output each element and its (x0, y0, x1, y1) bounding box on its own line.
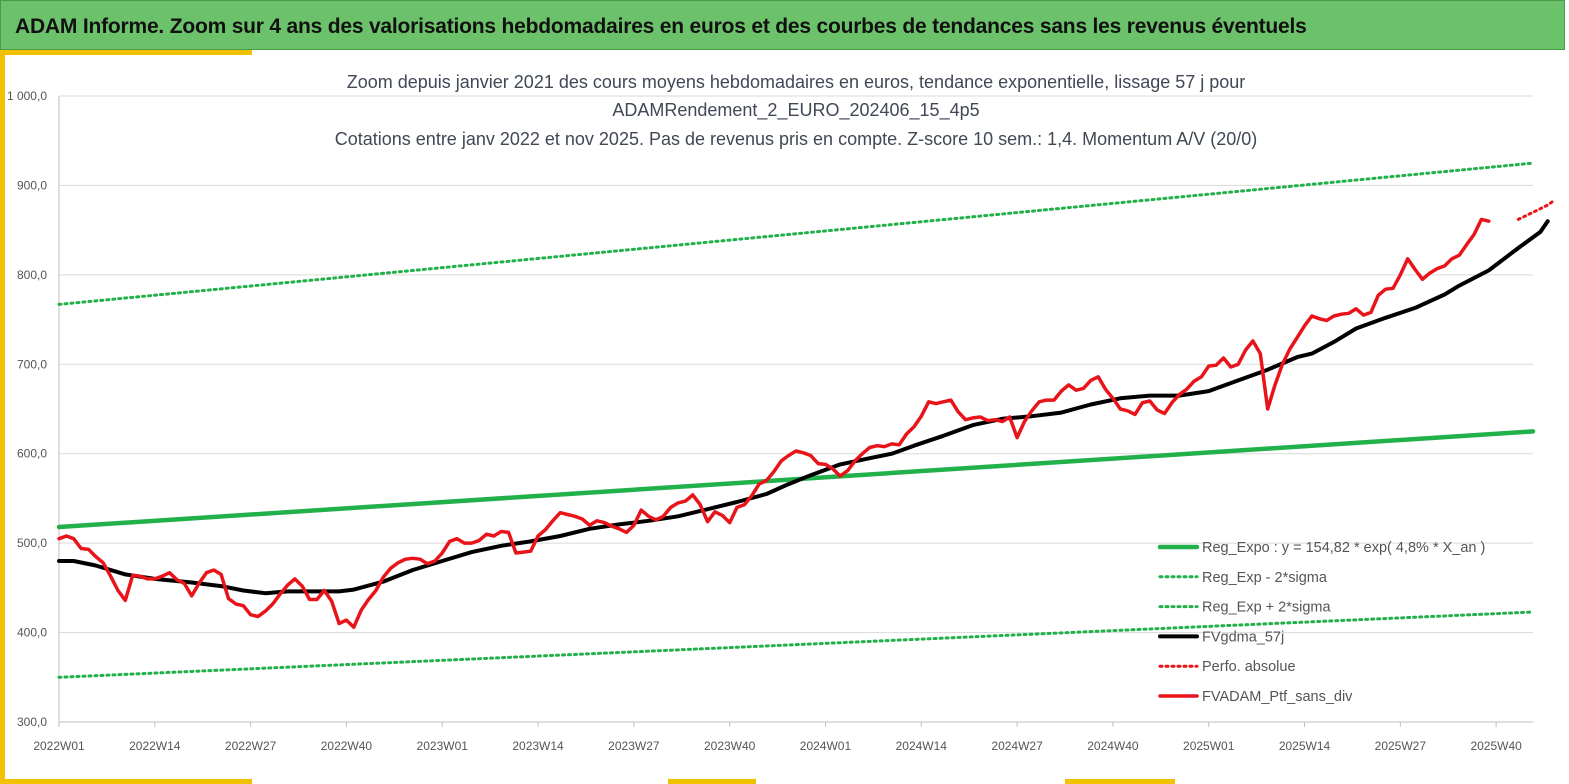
x-tick-label: 2023W40 (704, 739, 756, 753)
accent-bar-bottom (0, 779, 252, 784)
series-line (57, 610, 1535, 679)
series-line (1516, 198, 1557, 221)
y-tick-label: 800,0 (17, 268, 47, 282)
x-tick-label: 2023W01 (417, 739, 469, 753)
x-tick-label: 2024W27 (991, 739, 1043, 753)
legend-label: Reg_Exp - 2*sigma (1202, 570, 1328, 586)
legend-label: FVgdma_57j (1202, 629, 1284, 645)
chart-title: Zoom depuis janvier 2021 des cours moyen… (335, 72, 1257, 149)
x-tick-label: 2024W01 (800, 739, 852, 753)
x-axis: 2022W01 2022W14 2022W27 2022W40 2023W01 2023W… (33, 721, 1533, 753)
chart-title-line: ADAMRendement_2_EURO_202406_15_4p5 (612, 100, 979, 121)
header-banner: ADAM Informe. Zoom sur 4 ans des valoris… (0, 0, 1565, 50)
x-tick-label: 2025W40 (1470, 739, 1522, 753)
chart-title-line: Zoom depuis janvier 2021 des cours moyen… (347, 72, 1246, 92)
series-line (57, 161, 1535, 306)
y-axis: 300,0 400,0 500,0 600,0 700,0 800,0 900,0 1 000… (7, 89, 60, 729)
y-tick-label: 900,0 (17, 178, 47, 192)
chart-series (56, 161, 1557, 679)
accent-bar-bottom-2 (668, 779, 756, 784)
y-tick-label: 500,0 (17, 536, 47, 550)
accent-bar-bottom-3 (1065, 779, 1175, 784)
series-line (57, 217, 1491, 629)
x-tick-label: 2022W27 (225, 739, 277, 753)
x-tick-label: 2023W14 (512, 739, 564, 753)
x-tick-label: 2025W01 (1183, 739, 1235, 753)
x-tick-label: 2022W01 (33, 739, 85, 753)
legend-label: FVADAM_Ptf_sans_div (1202, 689, 1353, 705)
x-tick-label: 2022W40 (321, 739, 373, 753)
accent-bar-left (0, 50, 5, 784)
accent-bar-top (0, 50, 252, 55)
y-tick-label: 400,0 (17, 626, 47, 640)
series-line (57, 219, 1550, 596)
chart-legend: Reg_Expo : y = 154,82 * exp( 4,8% * X_an… (1157, 540, 1485, 705)
chart-title-line: Cotations entre janv 2022 et nov 2025. P… (335, 129, 1257, 149)
x-tick-label: 2024W40 (1087, 739, 1139, 753)
page-title: ADAM Informe. Zoom sur 4 ans des valoris… (15, 15, 1307, 38)
x-tick-label: 2024W14 (896, 739, 948, 753)
legend-label: Reg_Exp + 2*sigma (1202, 600, 1331, 616)
legend-label: Perfo. absolue (1202, 659, 1296, 675)
y-tick-label: 600,0 (17, 447, 47, 461)
x-tick-label: 2025W14 (1279, 739, 1331, 753)
x-tick-label: 2023W27 (608, 739, 660, 753)
y-tick-label: 300,0 (17, 715, 47, 729)
x-tick-label: 2025W27 (1375, 739, 1427, 753)
y-tick-label: 1 000,0 (7, 89, 47, 103)
legend-label: Reg_Expo : y = 154,82 * exp( 4,8% * X_an… (1202, 540, 1485, 556)
x-tick-label: 2022W14 (129, 739, 181, 753)
chart-gridlines (59, 95, 1533, 723)
y-tick-label: 700,0 (17, 357, 47, 371)
